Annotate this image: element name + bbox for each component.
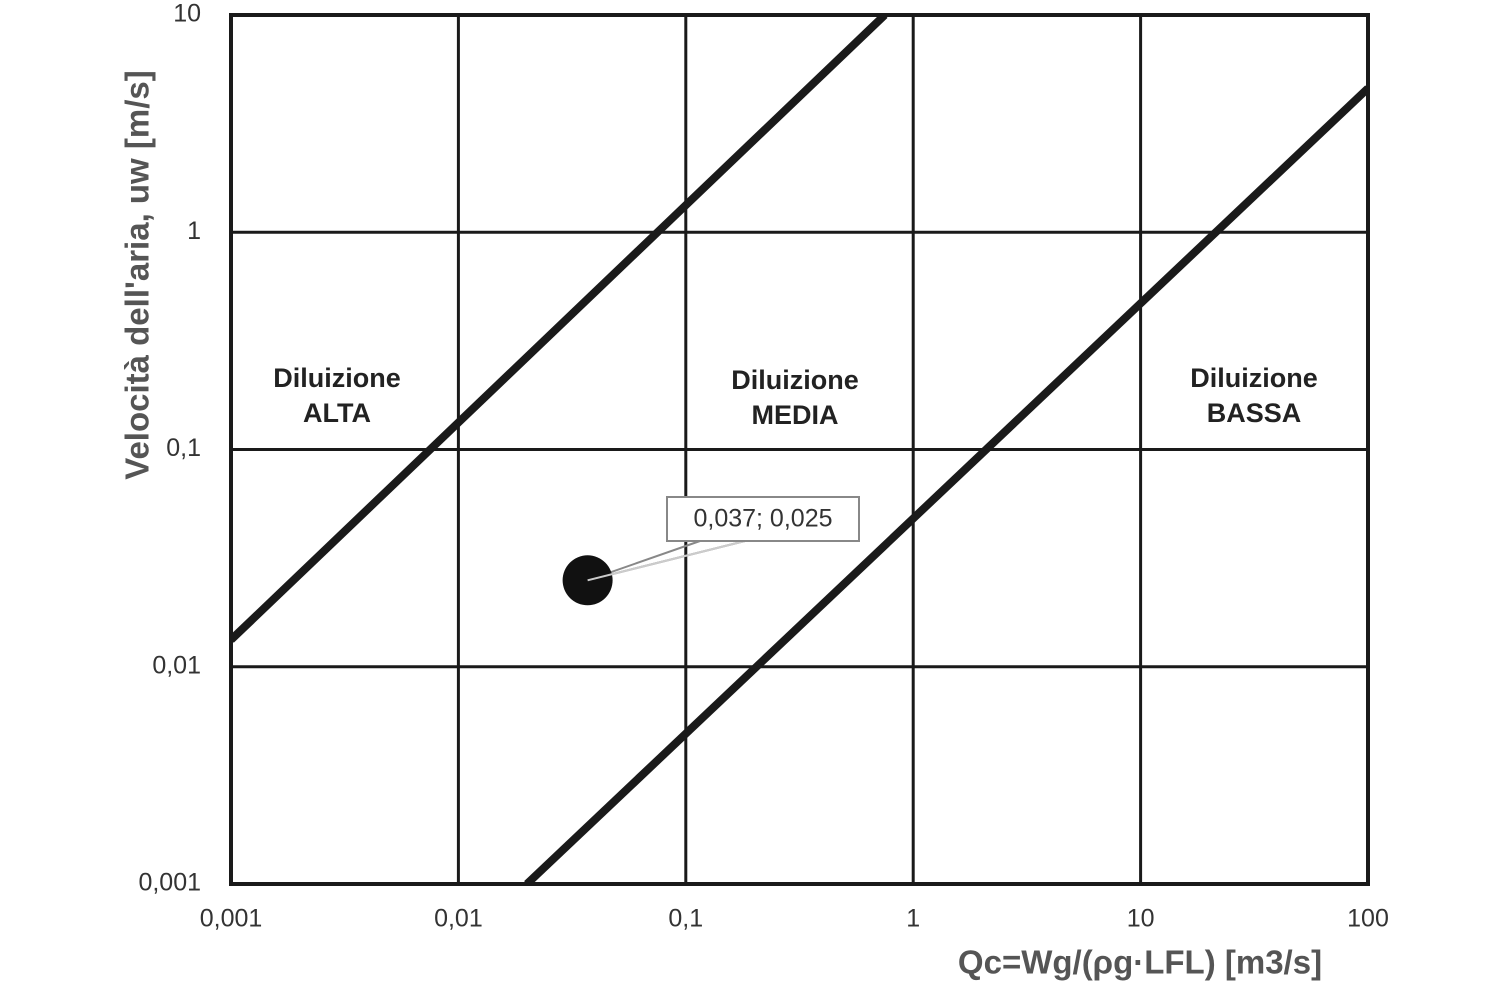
x-tick-label: 100	[1347, 905, 1389, 933]
label-box	[666, 496, 860, 542]
line	[231, 15, 888, 643]
x-tick-label: 0,1	[668, 905, 703, 933]
y-tick-label: 0,1	[166, 434, 201, 462]
y-tick-label: 0,01	[152, 651, 201, 679]
region-label: Diluizione	[731, 365, 859, 395]
y-tick-label: 0,001	[138, 869, 201, 897]
region-label: Diluizione	[1190, 363, 1318, 393]
line	[524, 85, 1368, 884]
y-tick-label: 1	[187, 217, 201, 245]
point-label: 0,037; 0,025	[693, 505, 832, 533]
x-axis-label: Qc=Wg/(ρg·LFL) [m3/s]	[958, 944, 1322, 981]
region-label: BASSA	[1207, 398, 1302, 428]
x-tick-label: 0,001	[200, 905, 263, 933]
y-axis-label: Velocità dell'aria, uw [m/s]	[119, 70, 156, 480]
leader-line	[587, 540, 746, 582]
y-tick-label: 10	[173, 0, 201, 28]
x-tick-label: 0,01	[434, 905, 483, 933]
region-label: ALTA	[303, 398, 371, 428]
region-label: MEDIA	[752, 400, 839, 430]
x-tick-label: 1	[906, 905, 920, 933]
x-tick-label: 10	[1127, 905, 1155, 933]
region-label: Diluizione	[273, 363, 401, 393]
plot-frame	[229, 13, 1370, 886]
